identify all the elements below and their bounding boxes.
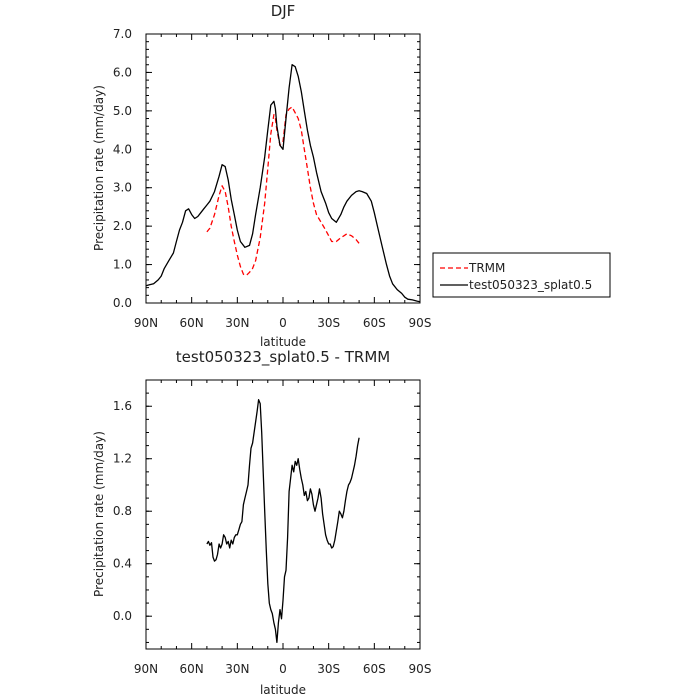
- x-tick-label: 30S: [317, 662, 340, 676]
- top-tick-marks: [145, 33, 421, 304]
- bottom-y-axis-label: Precipitation rate (mm/day): [92, 431, 106, 597]
- bottom-plot-frame: [145, 379, 421, 650]
- y-tick-label: 5.0: [113, 104, 132, 118]
- y-tick-label: 2.0: [113, 219, 132, 233]
- legend-box: [432, 252, 611, 298]
- x-tick-label: 30N: [225, 662, 249, 676]
- x-tick-label: 60N: [180, 662, 204, 676]
- top-x-axis-label: latitude: [260, 335, 306, 349]
- top-y-tick-labels: 0.0 1.0 2.0 3.0 4.0 5.0 6.0 7.0: [113, 27, 132, 310]
- bottom-chart: test050323_splat0.5 - TRMM 0.0 0.4 0.8 1.2 1…: [92, 348, 431, 697]
- y-tick-label: 1.2: [113, 452, 132, 466]
- legend-label-model: test050323_splat0.5: [469, 278, 592, 292]
- legend-label-trmm: TRMM: [468, 261, 505, 275]
- y-tick-label: 0.8: [113, 504, 132, 518]
- top-plot-frame: [145, 33, 421, 304]
- bottom-tick-marks: [145, 379, 421, 649]
- top-y-axis-label: Precipitation rate (mm/day): [92, 85, 106, 251]
- y-tick-label: 7.0: [113, 27, 132, 41]
- y-tick-label: 0.0: [113, 296, 132, 310]
- top-series-lines: [145, 64, 421, 303]
- y-tick-label: 4.0: [113, 142, 132, 156]
- x-tick-label: 60S: [363, 316, 386, 330]
- x-tick-label: 90S: [409, 316, 432, 330]
- bottom-series-lines: [206, 399, 360, 644]
- y-tick-label: 6.0: [113, 65, 132, 79]
- x-tick-label: 90N: [134, 662, 158, 676]
- x-tick-label: 0: [279, 316, 287, 330]
- bottom-chart-title: test050323_splat0.5 - TRMM: [176, 348, 390, 367]
- series-line-difference: [206, 399, 360, 644]
- bottom-x-tick-labels: 90N 60N 30N 0 30S 60S 90S: [134, 662, 432, 676]
- y-tick-label: 1.6: [113, 399, 132, 413]
- bottom-y-tick-labels: 0.0 0.4 0.8 1.2 1.6: [113, 399, 132, 623]
- y-tick-label: 3.0: [113, 181, 132, 195]
- bottom-x-axis-label: latitude: [260, 683, 306, 697]
- x-tick-label: 90N: [134, 316, 158, 330]
- x-tick-label: 0: [279, 662, 287, 676]
- x-tick-label: 90S: [409, 662, 432, 676]
- y-tick-label: 1.0: [113, 258, 132, 272]
- top-chart: DJF 0.0 1.0 2.0 3.0 4.0 5.0 6.0 7.0 90N 60N 30N 0 3…: [92, 2, 611, 349]
- x-tick-label: 30S: [317, 316, 340, 330]
- legend: TRMM test050323_splat0.5: [432, 252, 611, 298]
- top-x-tick-labels: 90N 60N 30N 0 30S 60S 90S: [134, 316, 432, 330]
- series-line-test050323-splat0-5: [145, 64, 421, 303]
- y-tick-label: 0.0: [113, 609, 132, 623]
- y-tick-label: 0.4: [113, 557, 132, 571]
- top-chart-title: DJF: [271, 2, 296, 20]
- x-tick-label: 60N: [180, 316, 204, 330]
- x-tick-label: 30N: [225, 316, 249, 330]
- x-tick-label: 60S: [363, 662, 386, 676]
